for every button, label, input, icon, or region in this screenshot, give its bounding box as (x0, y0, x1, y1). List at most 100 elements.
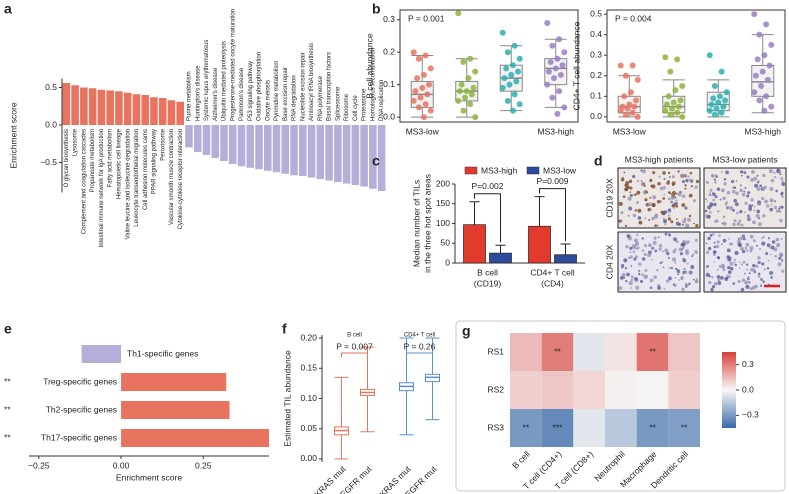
point (663, 101, 670, 108)
cell-stain (705, 242, 708, 245)
point (545, 68, 552, 75)
cell-stain (662, 266, 665, 269)
cell-stain (746, 249, 749, 253)
heatmap-cell (668, 371, 700, 409)
cell-stain (668, 208, 672, 212)
cell-stain (774, 200, 777, 203)
cell-stain (667, 171, 671, 175)
cell-stain (712, 233, 715, 236)
heatmap-cell (668, 333, 700, 371)
cell-stain (749, 249, 753, 253)
cell-stain (758, 247, 762, 251)
cell-stain (773, 247, 778, 252)
bar (325, 125, 333, 181)
cell-stain (632, 213, 637, 218)
category-label: Basal transcription factors (327, 52, 333, 121)
cell-stain (751, 204, 754, 207)
cell-stain (756, 209, 761, 214)
cell-stain (757, 222, 762, 227)
point (460, 107, 467, 114)
bar (115, 91, 123, 125)
cell-stain (627, 214, 630, 217)
point (665, 93, 672, 100)
cell-stain (770, 203, 773, 206)
cell-stain (721, 243, 723, 246)
cell-stain (652, 195, 657, 200)
cell-stain (670, 266, 673, 270)
category-label: Progesterone-mediated oocyte maturation (230, 9, 236, 121)
point (467, 55, 474, 62)
category-label: Th2-specific genes (46, 404, 117, 414)
cell-stain (769, 247, 771, 249)
heatmap-cell (636, 409, 669, 447)
cell-stain (713, 241, 716, 244)
point (427, 65, 434, 72)
cell-stain (650, 184, 653, 188)
cell-stain (770, 253, 772, 256)
cell-stain (779, 218, 783, 223)
cell-stain (629, 246, 633, 250)
cell-stain (675, 204, 679, 208)
cell-stain (681, 203, 686, 208)
cell-stain (769, 207, 773, 212)
cell-stain (775, 237, 780, 242)
point (427, 107, 434, 114)
cell-stain (753, 270, 757, 274)
point (551, 75, 558, 82)
cell-stain (712, 250, 717, 254)
point (412, 88, 419, 95)
category-label: Ribosome (344, 93, 350, 121)
point (458, 81, 465, 88)
point (513, 78, 520, 85)
cell-stain (678, 247, 683, 252)
cell-stain (770, 276, 773, 279)
cell-stain (733, 261, 736, 264)
point (667, 68, 674, 75)
cell-stain (630, 275, 634, 279)
cell-stain (756, 174, 759, 177)
cell-stain (664, 222, 667, 226)
cell-stain (626, 272, 630, 277)
cell-stain (781, 269, 785, 273)
cell-stain (630, 278, 634, 282)
column-label: B cell (510, 449, 532, 471)
y-tick-label: 0.4 (590, 29, 602, 39)
cell-stain (648, 243, 652, 247)
y-tick-label: 50 (441, 238, 451, 248)
point (761, 107, 768, 114)
cell-stain (662, 186, 666, 190)
x-axis-label: Enrichment score (116, 472, 182, 482)
point (720, 103, 727, 110)
point (554, 55, 561, 62)
cell-stain (624, 224, 628, 227)
cell-stain (634, 193, 637, 196)
cell-stain (630, 265, 633, 267)
cell-stain (728, 237, 730, 240)
heatmap-cell (636, 371, 669, 409)
cell-stain (733, 198, 738, 203)
cell-stain (733, 219, 737, 223)
cell-stain (761, 186, 766, 191)
panel-label: g (462, 323, 471, 339)
micrograph (703, 167, 787, 229)
y-tick-label: 0.5 (590, 8, 602, 18)
bar (121, 373, 227, 391)
cell-stain (752, 220, 756, 225)
cell-stain (769, 186, 774, 191)
panel-label: e (4, 321, 12, 337)
p-value: P=0.009 (537, 176, 569, 186)
cell-stain (693, 222, 695, 225)
bar (185, 125, 193, 148)
cell-stain (739, 188, 743, 193)
cell-stain (663, 210, 667, 215)
cell-stain (757, 275, 761, 278)
cell-stain (780, 205, 784, 209)
bar (554, 254, 577, 264)
cell-stain (625, 181, 630, 186)
point (455, 10, 462, 17)
cell-stain (746, 216, 751, 221)
point (752, 72, 759, 79)
cell-stain (727, 257, 732, 262)
point (669, 105, 676, 112)
cell-stain (762, 173, 766, 178)
